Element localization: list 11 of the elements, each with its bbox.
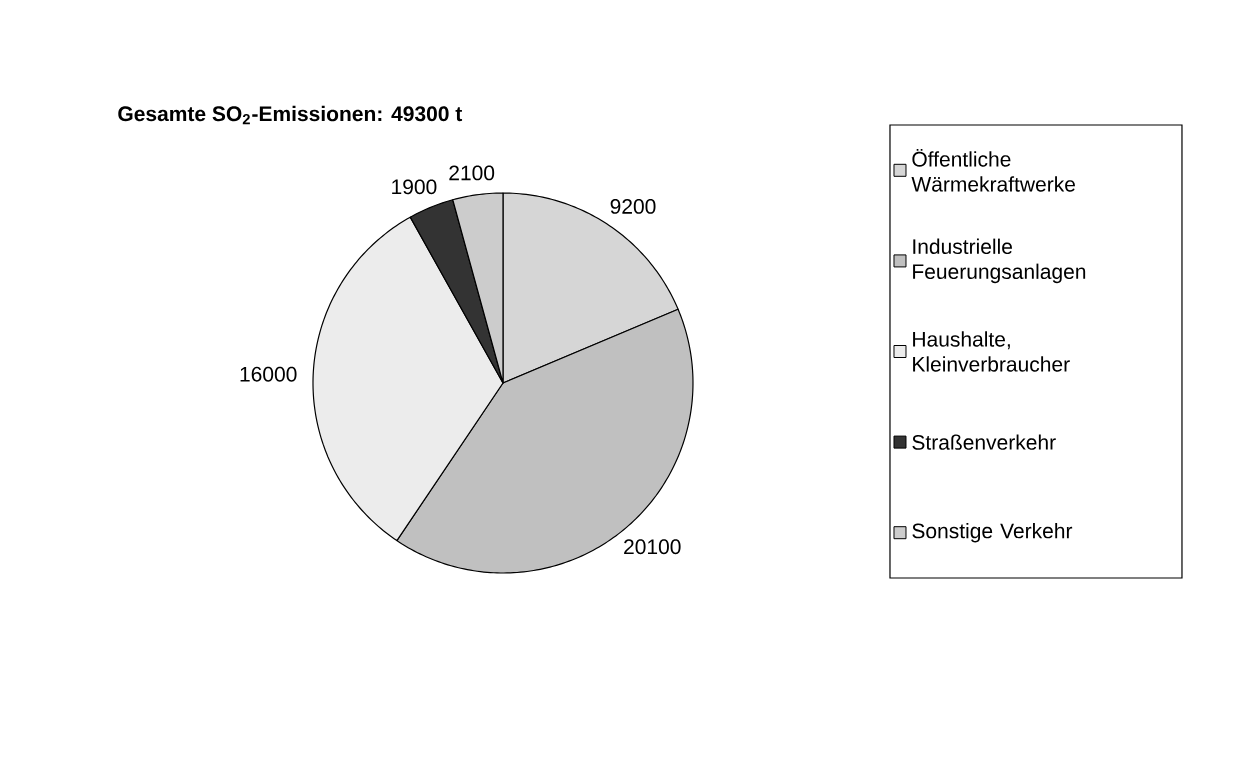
- data-label: 9200: [610, 198, 656, 214]
- chart-title: Gesamte SO$_{2}$-Emissionen: 49300 t: [118, 105, 463, 125]
- data-label: 16000: [240, 366, 297, 382]
- legend-label: Straßenverkehr: [912, 434, 1056, 450]
- legend-label: Öffentliche Wärmekraftwerke: [911, 148, 1075, 192]
- legend-label: Haushalte, Kleinverbraucher: [913, 331, 1070, 372]
- legend-label: Industrielle Feuerungsanlagen: [913, 238, 1086, 284]
- legend-label: Sonstige Verkehr: [912, 522, 1073, 543]
- data-label: 2100: [449, 165, 495, 181]
- data-label: 20100: [624, 539, 681, 555]
- data-label: 1900: [392, 179, 437, 195]
